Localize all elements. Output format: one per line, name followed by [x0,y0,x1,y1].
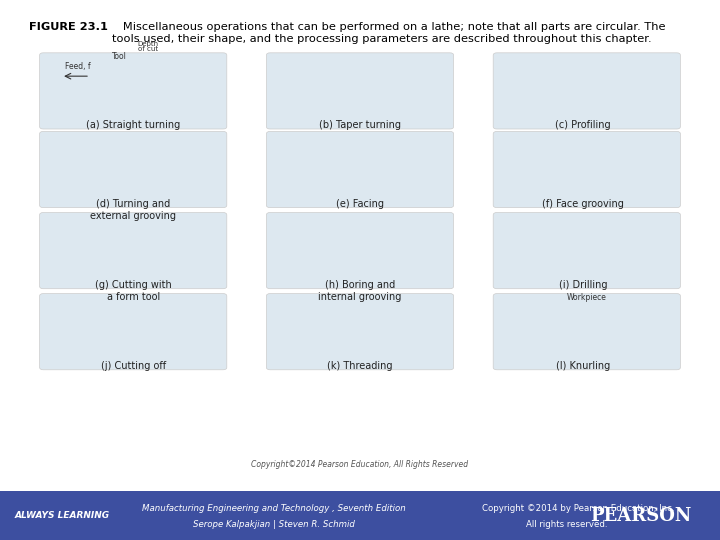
FancyBboxPatch shape [266,213,454,289]
FancyBboxPatch shape [266,294,454,370]
FancyBboxPatch shape [266,53,454,129]
Text: Depth: Depth [137,40,158,46]
FancyBboxPatch shape [266,131,454,207]
Text: (j) Cutting off: (j) Cutting off [101,361,166,371]
Text: (f) Face grooving: (f) Face grooving [542,199,624,209]
Text: Serope Kalpakjian | Steven R. Schmid: Serope Kalpakjian | Steven R. Schmid [193,520,354,529]
Text: Miscellaneous operations that can be performed on a lathe; note that all parts a: Miscellaneous operations that can be per… [112,22,665,44]
Text: (b) Taper turning: (b) Taper turning [319,120,401,130]
Text: (i) Drilling: (i) Drilling [559,280,608,290]
Text: PEARSON: PEARSON [590,507,691,525]
Text: (h) Boring and
internal grooving: (h) Boring and internal grooving [318,280,402,302]
Text: Manufacturing Engineering and Technology , Seventh Edition: Manufacturing Engineering and Technology… [142,504,405,513]
FancyBboxPatch shape [40,294,227,370]
Text: Tool: Tool [112,52,127,62]
Text: (a) Straight turning: (a) Straight turning [86,120,180,130]
Text: FIGURE 23.1: FIGURE 23.1 [29,22,108,32]
FancyBboxPatch shape [40,213,227,289]
Text: (k) Threading: (k) Threading [328,361,392,371]
FancyBboxPatch shape [493,294,680,370]
Text: Workpiece: Workpiece [567,293,607,302]
Text: (d) Turning and
external grooving: (d) Turning and external grooving [90,199,176,221]
Text: (e) Facing: (e) Facing [336,199,384,209]
Text: (l) Knurling: (l) Knurling [556,361,611,371]
Text: Copyright ©2014 by Pearson Education, Inc.: Copyright ©2014 by Pearson Education, In… [482,504,675,513]
Text: Feed, f: Feed, f [65,62,91,71]
FancyBboxPatch shape [40,53,227,129]
Text: Copyright©2014 Pearson Education, All Rights Reserved: Copyright©2014 Pearson Education, All Ri… [251,460,469,469]
Text: of cut: of cut [138,45,158,52]
Text: All rights reserved.: All rights reserved. [482,520,608,529]
FancyBboxPatch shape [493,213,680,289]
Text: (g) Cutting with
a form tool: (g) Cutting with a form tool [95,280,171,302]
Text: (c) Profiling: (c) Profiling [555,120,611,130]
Text: ALWAYS LEARNING: ALWAYS LEARNING [14,511,109,520]
FancyBboxPatch shape [493,131,680,207]
FancyBboxPatch shape [493,53,680,129]
FancyBboxPatch shape [40,131,227,207]
